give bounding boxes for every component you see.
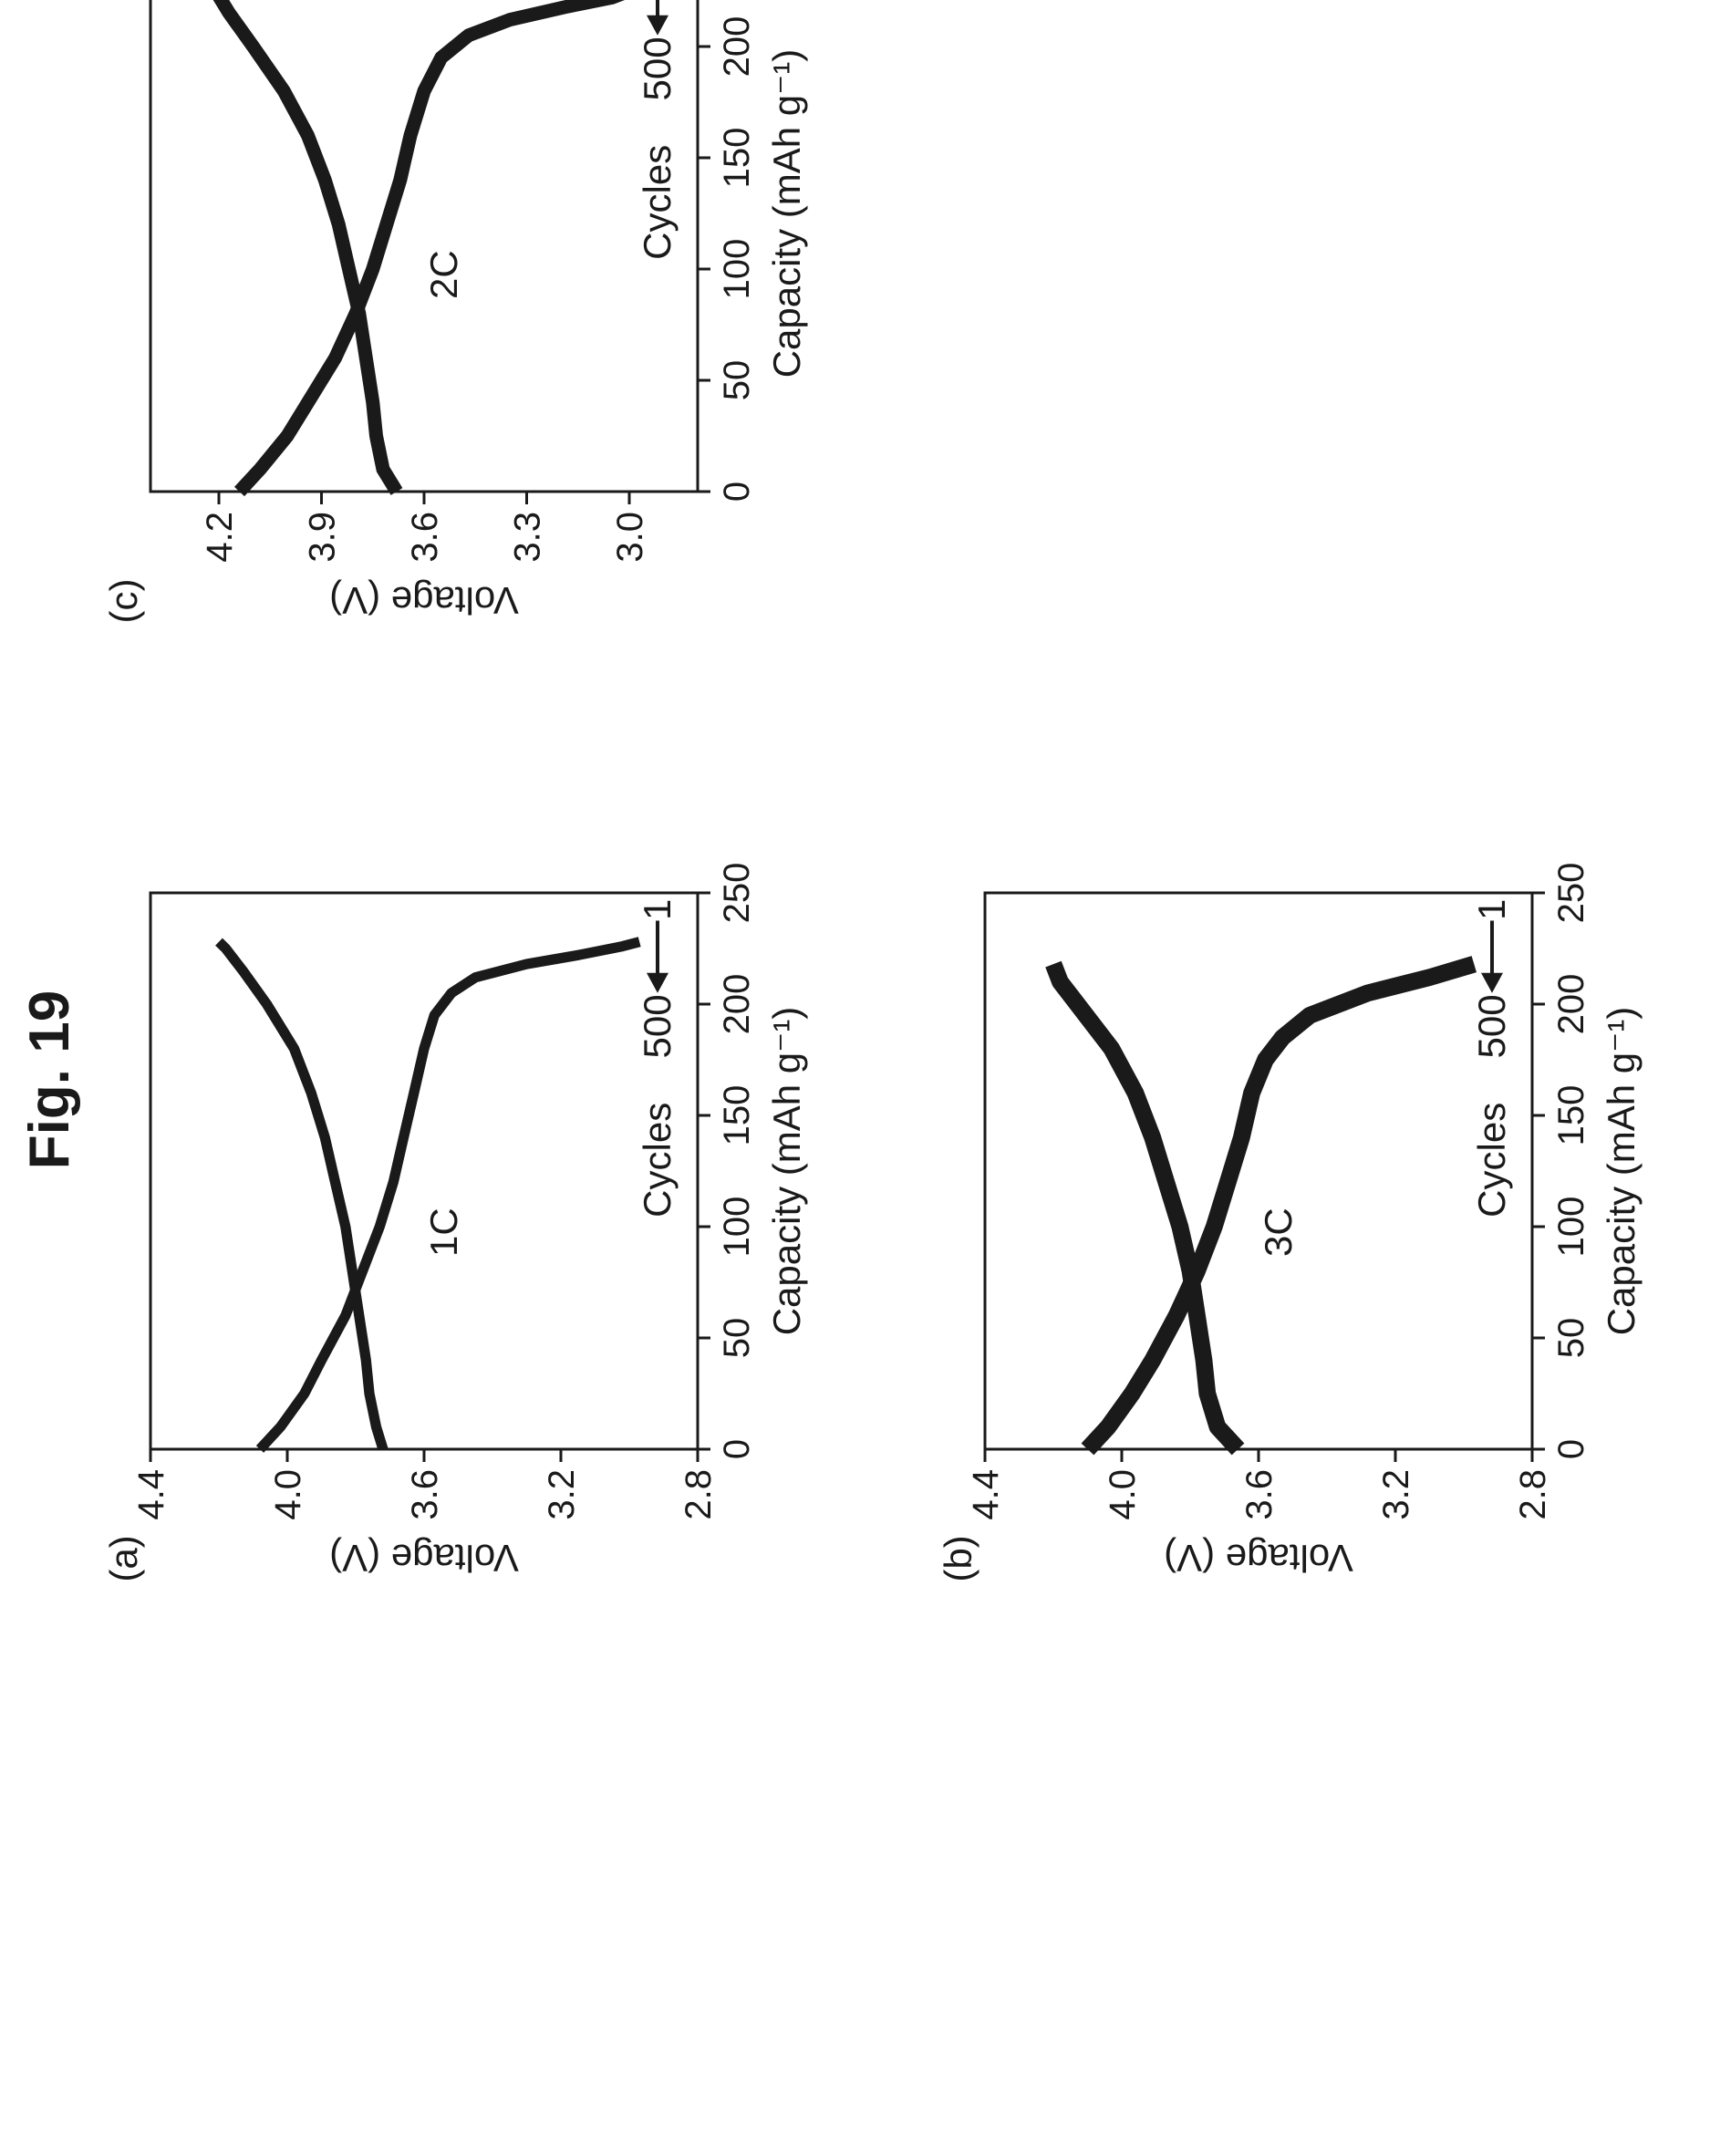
plot-frame	[149, 891, 700, 1451]
cycles-end-label: 1	[1470, 899, 1513, 920]
panel-label: (a)	[102, 1535, 145, 1581]
series-curve-2	[1081, 956, 1477, 1456]
x-axis-label: Capacity (mAh g⁻¹)	[765, 49, 808, 378]
x-tick-label: 150	[717, 1085, 757, 1146]
x-tick-label: 50	[717, 360, 757, 401]
cycles-arrow-head	[647, 15, 668, 36]
x-tick-label: 100	[717, 1197, 757, 1258]
cycles-start-label: 500	[1470, 994, 1513, 1058]
series-curve-1	[209, 0, 403, 495]
x-axis-label: Capacity (mAh g⁻¹)	[765, 1007, 808, 1336]
cycles-label: Cycles	[1470, 1103, 1513, 1218]
y-tick-label: 3.0	[610, 512, 650, 563]
y-tick-label: 4.4	[131, 1469, 171, 1520]
y-tick-label: 3.3	[508, 512, 548, 563]
x-tick-label: 50	[1551, 1318, 1591, 1359]
x-tick-label: 250	[717, 863, 757, 924]
y-axis-label: Voltage (V)	[329, 579, 519, 622]
cycles-label: Cycles	[636, 1103, 679, 1218]
x-tick-label: 200	[717, 16, 757, 78]
x-axis-label: Capacity (mAh g⁻¹)	[1600, 1007, 1643, 1336]
y-tick-label: 2.8	[1513, 1469, 1553, 1520]
x-tick-label: 50	[717, 1318, 757, 1359]
y-tick-label: 3.6	[405, 1469, 445, 1520]
y-axis-label: Voltage (V)	[1164, 1537, 1353, 1580]
x-tick-label: 100	[1551, 1197, 1591, 1258]
cycles-arrow-head	[647, 972, 668, 993]
x-tick-label: 150	[1551, 1085, 1591, 1146]
chart-panel-2: 0 50 100 150 200 250 2.8 3.2 3.6 4.0 4.4 Capacity (…	[937, 863, 1643, 1582]
y-axis-label: Voltage (V)	[329, 1537, 519, 1580]
plot-frame	[149, 0, 700, 493]
y-tick-label: 4.2	[200, 512, 240, 563]
cycles-arrow-head	[1481, 972, 1503, 993]
figure-title: Fig. 19	[18, 990, 81, 1169]
rate-label: 3C	[1257, 1208, 1300, 1257]
cycles-end-label: 1	[636, 899, 679, 920]
y-tick-label: 3.2	[1376, 1469, 1416, 1520]
chart-panel-1: 0 50 100 150 200 250 2.8 3.2 3.6 4.0 4.4 Capacity (…	[102, 863, 808, 1582]
x-tick-label: 150	[717, 128, 757, 189]
series-curve-2	[255, 937, 641, 1453]
rate-label: 2C	[422, 250, 465, 299]
x-tick-label: 250	[1551, 863, 1591, 924]
series-curve-1	[215, 938, 389, 1451]
rate-label: 1C	[422, 1208, 465, 1257]
y-tick-label: 3.6	[405, 512, 445, 563]
panel-label: (c)	[102, 579, 145, 624]
y-tick-label: 4.0	[268, 1469, 308, 1520]
y-tick-label: 4.4	[966, 1469, 1006, 1520]
y-tick-label: 3.2	[542, 1469, 582, 1520]
y-tick-label: 2.8	[679, 1469, 719, 1520]
series-curve-2	[233, 0, 632, 497]
y-tick-label: 4.0	[1103, 1469, 1143, 1520]
y-tick-label: 3.9	[303, 512, 343, 563]
x-tick-label: 100	[717, 239, 757, 300]
x-tick-label: 0	[1551, 1439, 1591, 1459]
x-tick-label: 0	[717, 1439, 757, 1459]
x-tick-label: 200	[1551, 974, 1591, 1035]
x-tick-label: 0	[717, 482, 757, 502]
cycles-start-label: 500	[636, 36, 679, 100]
cycles-start-label: 500	[636, 994, 679, 1058]
panel-label: (b)	[937, 1535, 979, 1581]
y-tick-label: 3.6	[1239, 1469, 1280, 1520]
x-tick-label: 200	[717, 974, 757, 1035]
series-curve-1	[1045, 960, 1245, 1456]
cycles-label: Cycles	[636, 145, 679, 260]
